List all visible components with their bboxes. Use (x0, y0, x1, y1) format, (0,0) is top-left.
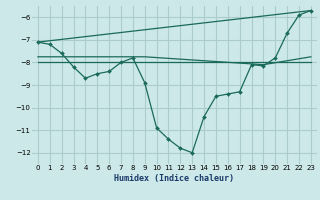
X-axis label: Humidex (Indice chaleur): Humidex (Indice chaleur) (115, 174, 234, 183)
